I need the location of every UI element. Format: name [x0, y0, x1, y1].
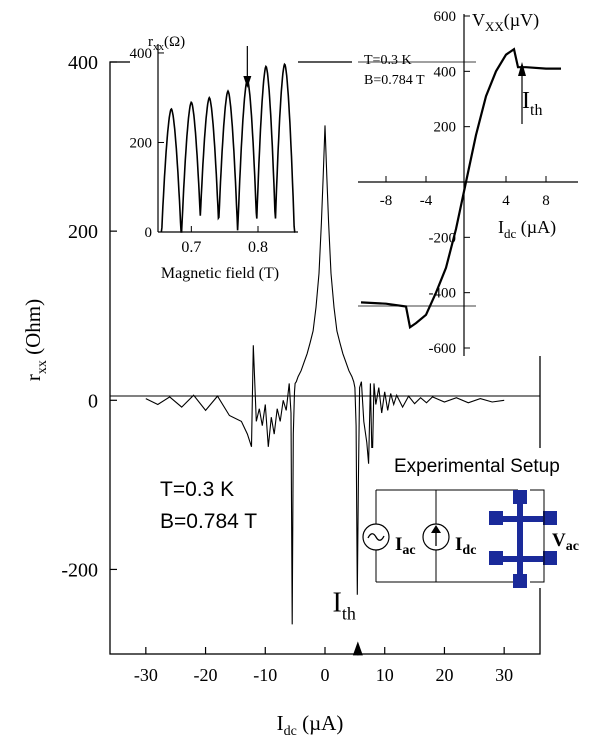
inset-rxx-x-tick-label: 0.8: [248, 239, 268, 256]
setup-voltage-bracket: [530, 489, 545, 583]
main-x-axis: -30 -20 -10 0 10 20 30: [134, 647, 513, 685]
inset-vxx-field: B=0.784 T: [364, 73, 425, 88]
setup-iac-label: Iac: [395, 534, 416, 558]
hall-bar-channel: [517, 498, 523, 578]
hall-bar-contact-pad: [489, 551, 503, 565]
inset-vxx-y-tick-label: -600: [429, 341, 457, 357]
inset-vxx-y-tick-label: 200: [434, 120, 457, 136]
hall-bar-arm-lower: [494, 556, 548, 562]
main-x-tick-label: -30: [134, 665, 158, 685]
inset-vxx-data-line: [360, 47, 561, 330]
dc-current-arrow-icon: [431, 525, 441, 533]
main-x-tick-label: 20: [435, 665, 453, 685]
main-y-axis: -200 0 200 400: [61, 52, 117, 581]
inset-vxx-y-tick-label: -400: [429, 286, 457, 302]
hall-bar-contact-pad: [513, 490, 527, 504]
inset-vxx-x-tick-label: 8: [542, 193, 550, 209]
main-field-label: B=0.784 T: [160, 510, 257, 533]
inset-vxx-y-tick-label: -200: [429, 230, 457, 246]
main-x-tick-label: -20: [194, 665, 218, 685]
inset-rxx-y-tick-label: 0: [145, 225, 153, 241]
main-y-tick-label: -200: [61, 559, 98, 581]
inset-vxx-y-ticks: -600 -400 -200 200 400 600: [429, 9, 470, 357]
setup-idc-label: Idc: [455, 534, 476, 558]
inset-vxx-y-tick-label: 600: [434, 9, 457, 25]
inset-rxx-data-line: [160, 62, 296, 233]
inset-vxx-x-tick-label: -4: [420, 193, 433, 209]
inset-vxx-x-label: Idc (µA): [498, 217, 556, 241]
main-y-axis-label: rxx (Ohm): [21, 299, 50, 381]
main-ith-annotation: Ith: [333, 587, 363, 656]
main-x-axis-label: Idc (µA): [277, 711, 344, 739]
main-x-tick-label: 0: [321, 665, 330, 685]
inset-vxx-ith-label: Ith: [522, 88, 542, 119]
experimental-setup-diagram: Experimental Setup Iac Idc Vac: [362, 448, 594, 588]
inset-vxx-plot: -600 -400 -200 200 400 600 -8 -4 4 8 T=0.3 K B=0…: [352, 8, 582, 357]
main-y-tick-label: 400: [68, 52, 98, 74]
inset-rxx-x-tick-label: 0.7: [181, 239, 201, 256]
inset-vxx-y-label: VXX(µV): [472, 10, 539, 34]
main-data-line: [145, 125, 505, 625]
inset-rxx-x-ticks: 0.7 0.8: [181, 226, 268, 256]
main-y-tick-label: 200: [68, 221, 98, 243]
sine-wave-icon: [367, 533, 385, 541]
setup-title: Experimental Setup: [394, 456, 560, 477]
inset-vxx-x-ticks: -8 -4 4 8: [380, 176, 550, 209]
main-x-tick-label: -10: [253, 665, 277, 685]
main-x-tick-label: 30: [495, 665, 513, 685]
inset-rxx-y-tick-label: 400: [130, 46, 153, 62]
inset-rxx-arrowhead: [243, 76, 252, 88]
inset-vxx-ith-arrowhead: [518, 62, 526, 76]
main-ith-label: Ith: [333, 587, 356, 623]
inset-vxx-x-tick-label: -8: [380, 193, 393, 209]
hall-bar-contact-pad: [513, 574, 527, 588]
inset-vxx-x-tick-label: 4: [502, 193, 510, 209]
hall-bar-contact-pad: [543, 551, 557, 565]
hall-bar-contact-pad: [489, 511, 503, 525]
inset-vxx-y-tick-label: 400: [434, 64, 457, 80]
main-plot: -30 -20 -10 0 10 20 30 -200 0 200 400 Idc (µA) rx…: [21, 52, 541, 739]
inset-rxx-y-label: rxx(Ω): [148, 34, 185, 53]
hall-bar-arm-upper: [494, 516, 548, 522]
main-ith-arrowhead: [352, 641, 363, 656]
main-temperature-label: T=0.3 K: [160, 478, 234, 501]
main-y-tick-label: 0: [88, 390, 98, 412]
inset-rxx-y-ticks: 0 200 400: [130, 46, 164, 241]
inset-rxx-x-label: Magnetic field (T): [161, 265, 279, 282]
inset-rxx-plot: 0 200 400 0.7 0.8 rxx(Ω) Magnetic field (T): [130, 34, 298, 282]
hall-bar-contact-pad: [543, 511, 557, 525]
inset-vxx-temperature: T=0.3 K: [364, 53, 412, 68]
hall-bar-sample-icon: [489, 490, 557, 588]
main-x-tick-label: 10: [376, 665, 394, 685]
setup-vac-label: Vac: [552, 530, 579, 554]
inset-rxx-y-tick-label: 200: [130, 135, 153, 151]
